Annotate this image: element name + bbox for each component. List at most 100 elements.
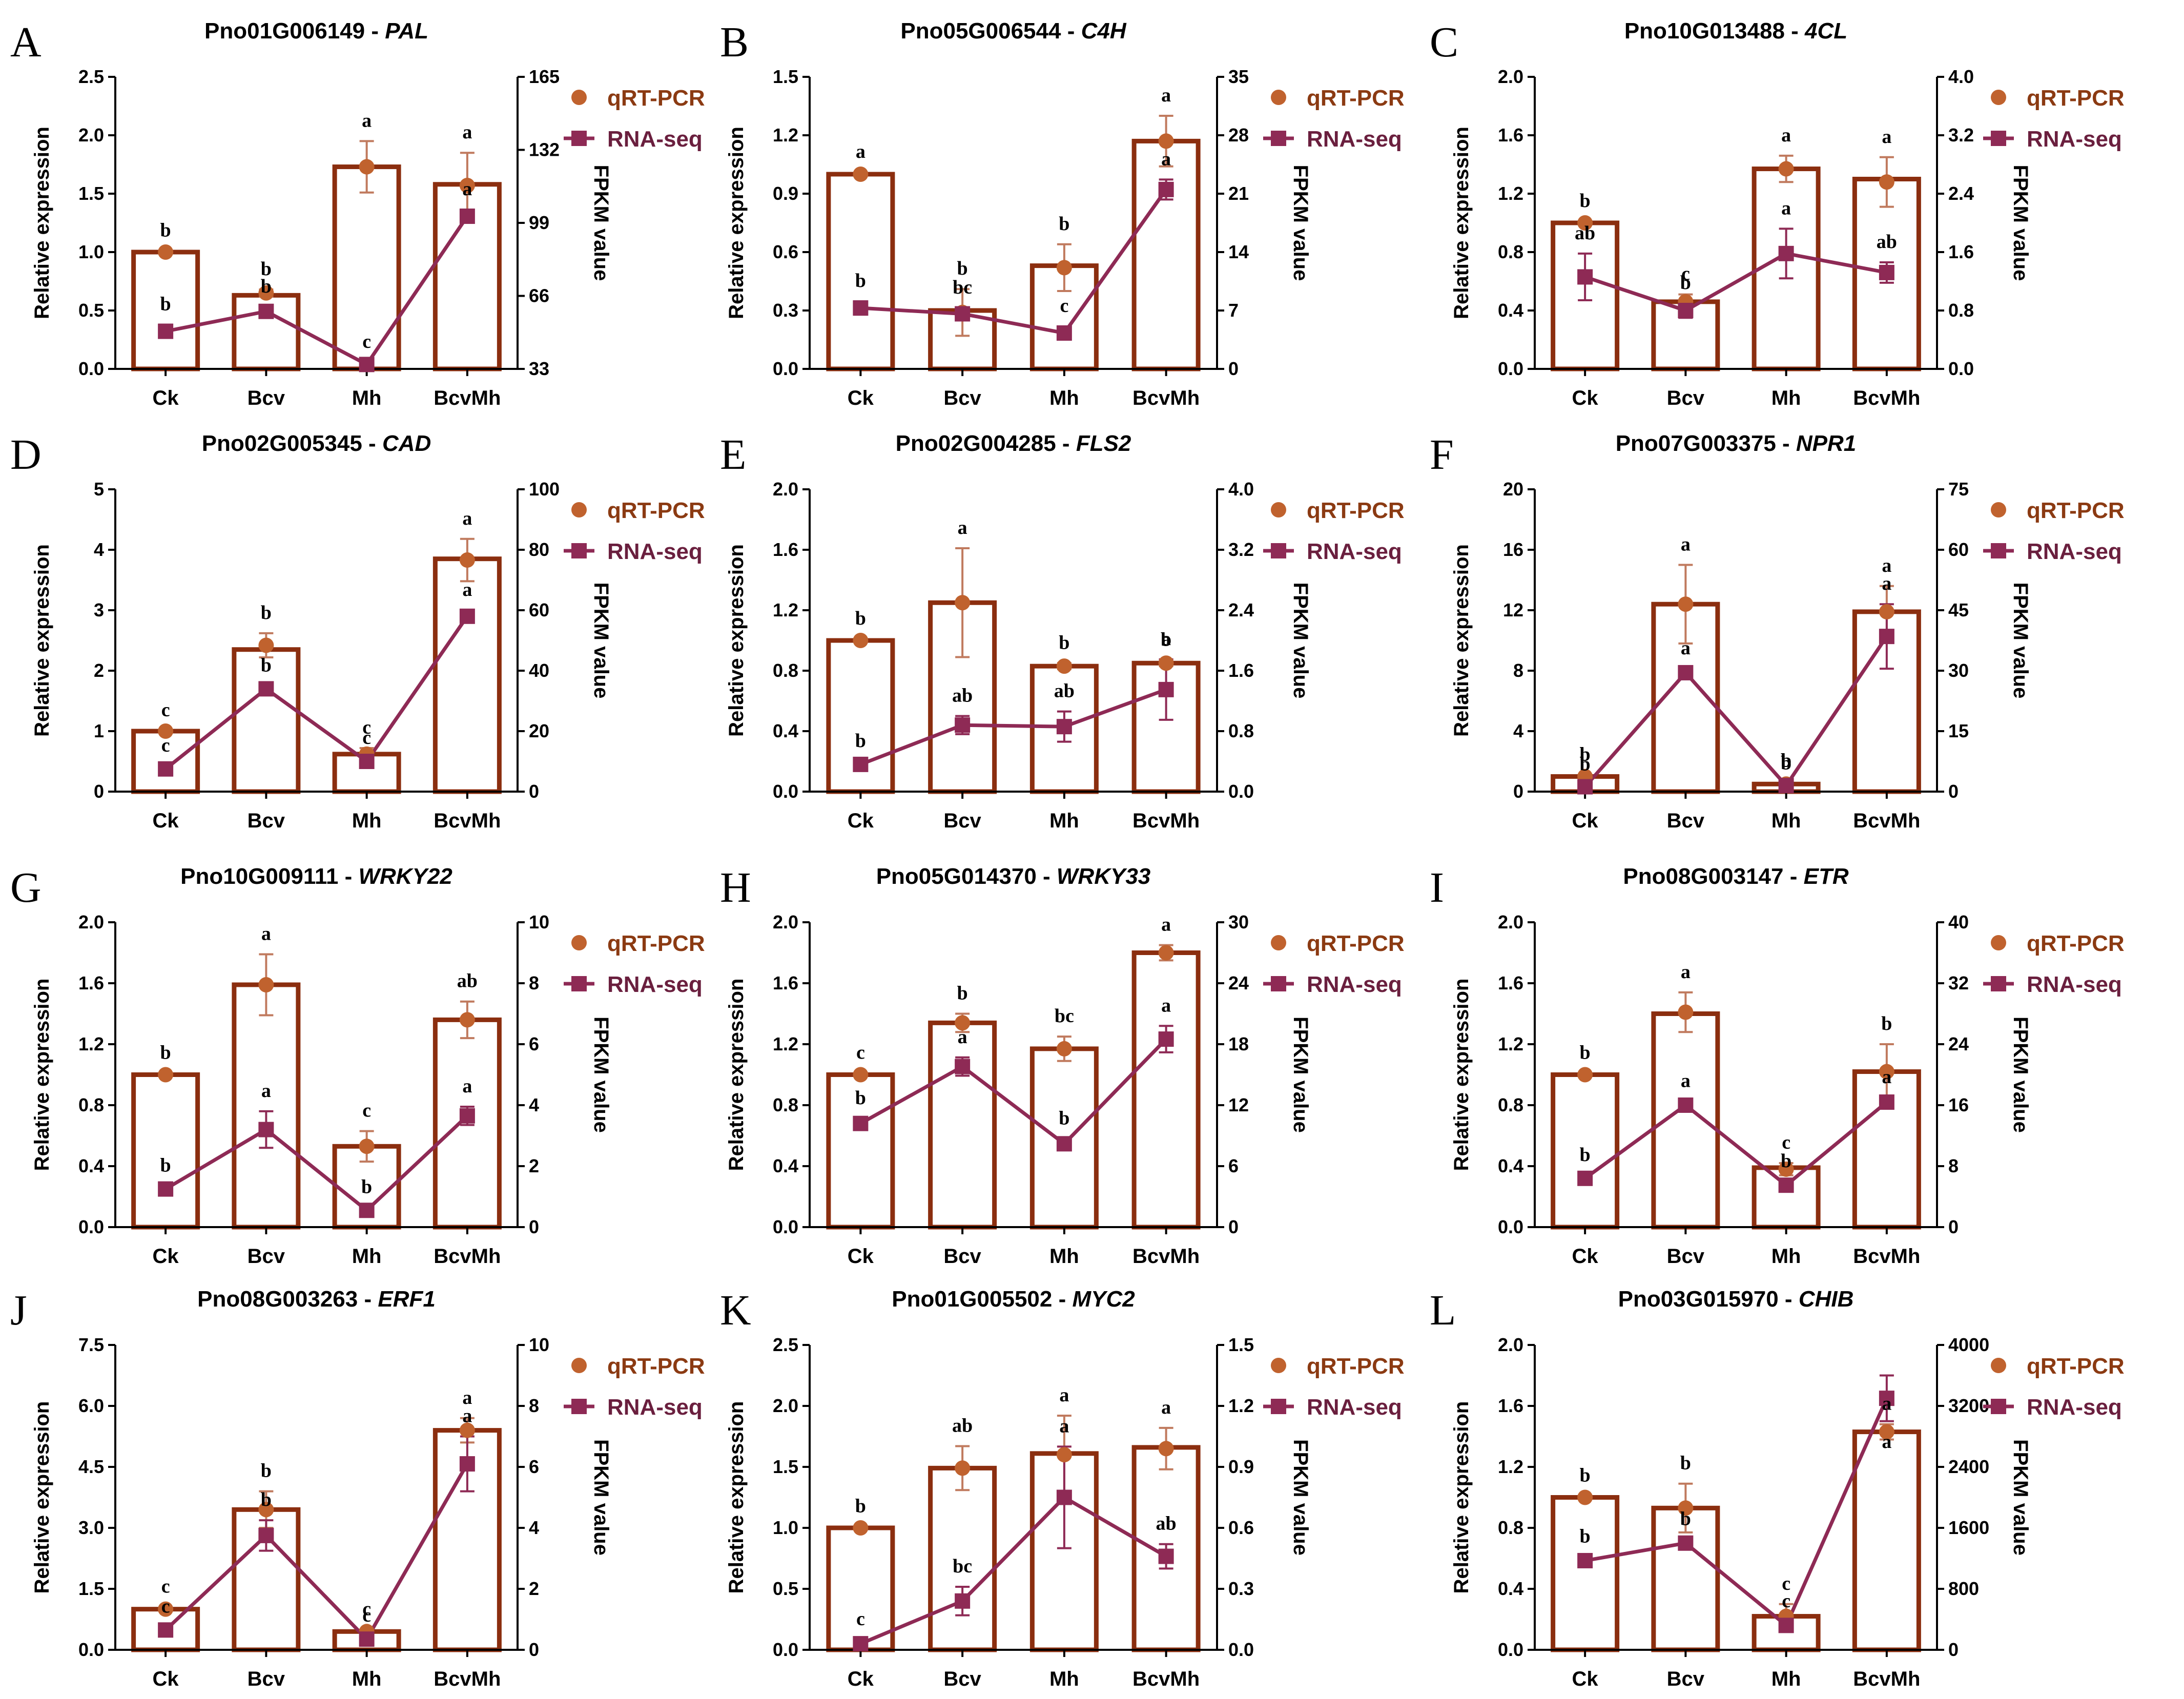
bar-bcvmh bbox=[1131, 138, 1201, 371]
legend-rnaseq-marker bbox=[571, 131, 587, 146]
y-tick-label: 1.6 bbox=[1498, 1395, 1523, 1416]
y-tick-label: 0.4 bbox=[773, 1155, 798, 1176]
y-tick-label: 2.0 bbox=[78, 125, 104, 146]
y2-tick-label: 0.0 bbox=[1228, 1639, 1254, 1660]
rnaseq-significance: b bbox=[261, 276, 272, 297]
legend-qpcr-marker bbox=[1271, 935, 1286, 950]
y-tick-label: 8 bbox=[1513, 660, 1523, 681]
x-tick-label: BcvMh bbox=[434, 1668, 501, 1690]
qpcr-significance: c bbox=[161, 699, 170, 721]
y2-tick-label: 14 bbox=[1228, 241, 1249, 262]
qpcr-significance: a bbox=[462, 508, 472, 529]
rnaseq-significance: a bbox=[462, 1405, 472, 1427]
gene-name: PAL bbox=[385, 18, 428, 44]
y-axis-title: Relative expression bbox=[1450, 1401, 1473, 1594]
rnaseq-point bbox=[359, 1203, 375, 1218]
y2-tick-label: 18 bbox=[1228, 1033, 1249, 1054]
bar-bcv bbox=[232, 982, 301, 1230]
x-tick-label: BcvMh bbox=[1853, 810, 1920, 832]
y2-tick-label: 0.3 bbox=[1228, 1578, 1254, 1599]
qpcr-significance: ab bbox=[952, 1415, 973, 1437]
rnaseq-significance: a bbox=[1681, 1070, 1691, 1092]
y-tick-label: 2.0 bbox=[78, 911, 104, 933]
x-tick-label: BcvMh bbox=[434, 387, 501, 409]
y-tick-label: 0.5 bbox=[773, 1578, 798, 1599]
y-axis-title: Relative expression bbox=[1450, 979, 1473, 1171]
bar-ck bbox=[1551, 1495, 1620, 1652]
gene-id: Pno03G015970 - bbox=[1618, 1287, 1799, 1312]
panel-letter: E bbox=[720, 431, 746, 479]
chart-title: Pno01G005502 - MYC2 bbox=[892, 1287, 1135, 1312]
y-tick-label: 1.0 bbox=[78, 241, 104, 262]
rnaseq-point bbox=[1158, 181, 1174, 197]
x-tick-label: Ck bbox=[848, 810, 874, 832]
qpcr-point bbox=[853, 1520, 869, 1536]
legend-rnaseq-marker bbox=[1271, 1399, 1286, 1414]
x-tick-label: Bcv bbox=[248, 1245, 285, 1268]
x-tick-label: Ck bbox=[153, 387, 179, 409]
y-tick-label: 1.2 bbox=[773, 599, 798, 620]
panel-letter: F bbox=[1430, 431, 1454, 479]
y-tick-label: 1.2 bbox=[1498, 183, 1523, 204]
x-tick-label: Ck bbox=[848, 387, 874, 409]
legend-qpcr-marker bbox=[571, 502, 587, 517]
y-tick-label: 1.2 bbox=[1498, 1456, 1523, 1477]
rnaseq-significance: c bbox=[161, 1596, 170, 1617]
y2-tick-label: 45 bbox=[1948, 599, 1969, 620]
y-tick-label: 0.0 bbox=[773, 1216, 798, 1237]
y2-tick-label: 3.2 bbox=[1948, 125, 1974, 146]
y-tick-label: 1.6 bbox=[1498, 125, 1523, 146]
gene-id: Pno05G014370 - bbox=[876, 864, 1057, 889]
y2-tick-label: 60 bbox=[1948, 539, 1969, 560]
legend-qpcr-label: qRT-PCR bbox=[1307, 86, 1405, 111]
legend-rnaseq-marker bbox=[1991, 976, 2006, 991]
y-tick-label: 1.5 bbox=[78, 1578, 104, 1599]
gene-id: Pno08G003263 - bbox=[197, 1287, 378, 1312]
x-tick-label: Ck bbox=[1572, 1245, 1599, 1268]
legend-qpcr-label: qRT-PCR bbox=[1307, 498, 1405, 523]
x-tick-label: Bcv bbox=[943, 1245, 981, 1268]
qpcr-significance: b bbox=[160, 1042, 171, 1064]
legend-qpcr-marker bbox=[571, 90, 587, 105]
y2-tick-label: 8 bbox=[529, 1395, 539, 1416]
qpcr-point bbox=[853, 167, 869, 182]
y-tick-label: 1.2 bbox=[773, 1033, 798, 1054]
x-tick-label: Ck bbox=[848, 1668, 874, 1690]
y-tick-label: 0.4 bbox=[1498, 300, 1523, 321]
rnaseq-point bbox=[359, 1631, 375, 1647]
panel-letter: H bbox=[720, 864, 751, 911]
y2-tick-label: 40 bbox=[1948, 911, 1969, 933]
qpcr-point bbox=[258, 1502, 274, 1518]
qpcr-point bbox=[1577, 215, 1593, 231]
rnaseq-significance: b bbox=[855, 270, 866, 292]
x-tick-label: Mh bbox=[1049, 1668, 1079, 1690]
x-tick-label: Ck bbox=[1572, 387, 1599, 409]
legend-rnaseq-label: RNA-seq bbox=[2027, 1395, 2122, 1420]
rnaseq-point bbox=[459, 608, 475, 624]
qpcr-significance: a bbox=[1781, 125, 1791, 146]
y-tick-label: 1.2 bbox=[773, 125, 798, 146]
y2-tick-label: 3200 bbox=[1948, 1395, 1989, 1416]
x-tick-label: Mh bbox=[1771, 387, 1801, 409]
y-tick-label: 1.6 bbox=[773, 539, 798, 560]
y2-tick-label: 10 bbox=[529, 911, 549, 933]
y2-tick-label: 30 bbox=[1948, 660, 1969, 681]
rnaseq-significance: c bbox=[362, 1605, 371, 1626]
y-tick-label: 0.0 bbox=[1498, 1639, 1523, 1660]
x-tick-label: Ck bbox=[1572, 1668, 1599, 1690]
qpcr-significance: b bbox=[160, 220, 171, 241]
y-tick-label: 0.0 bbox=[773, 358, 798, 379]
x-tick-label: Mh bbox=[1771, 1668, 1801, 1690]
y-tick-label: 0.0 bbox=[773, 781, 798, 802]
panel-j: J Pno08G003263 - ERF1 0.0 1.5 3.0 4.5 6.0 7.5 0 2… bbox=[10, 1287, 705, 1690]
legend-qpcr-marker bbox=[1991, 502, 2006, 517]
y2-axis-title: FPKM value bbox=[2009, 1017, 2032, 1133]
rnaseq-significance: ab bbox=[1054, 680, 1075, 702]
y2-tick-label: 100 bbox=[529, 479, 560, 500]
y2-tick-label: 0.8 bbox=[1228, 720, 1254, 741]
panel-i: I Pno08G003147 - ETR 0.0 0.4 0.8 1.2 1.6 2.0 0 8 1… bbox=[1430, 864, 2125, 1268]
rnaseq-significance: c bbox=[161, 735, 170, 756]
x-tick-label: Mh bbox=[352, 387, 382, 409]
y-tick-label: 0.0 bbox=[78, 1639, 104, 1660]
